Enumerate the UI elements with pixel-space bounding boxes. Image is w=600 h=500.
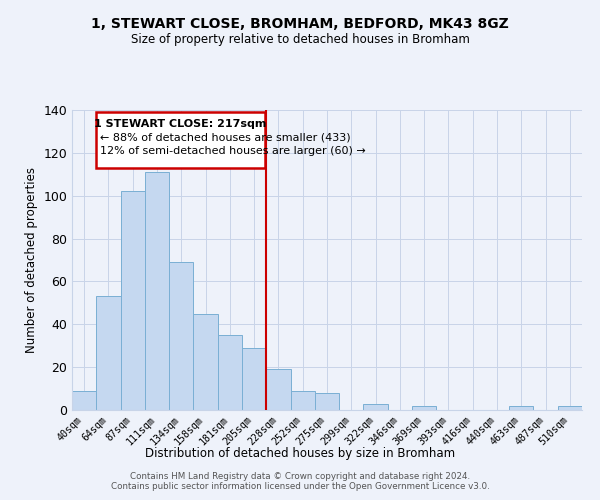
Text: 1 STEWART CLOSE: 217sqm: 1 STEWART CLOSE: 217sqm: [94, 118, 267, 128]
Bar: [121, 192, 145, 410]
Bar: [509, 406, 533, 410]
Bar: [242, 348, 266, 410]
Bar: [96, 296, 121, 410]
Text: 12% of semi-detached houses are larger (60) →: 12% of semi-detached houses are larger (…: [100, 146, 365, 156]
Bar: [218, 335, 242, 410]
Bar: [412, 406, 436, 410]
Bar: [290, 390, 315, 410]
Text: Distribution of detached houses by size in Bromham: Distribution of detached houses by size …: [145, 448, 455, 460]
Bar: [145, 172, 169, 410]
Text: 1, STEWART CLOSE, BROMHAM, BEDFORD, MK43 8GZ: 1, STEWART CLOSE, BROMHAM, BEDFORD, MK43…: [91, 18, 509, 32]
Bar: [72, 390, 96, 410]
Bar: [96, 112, 265, 168]
Text: Size of property relative to detached houses in Bromham: Size of property relative to detached ho…: [131, 32, 469, 46]
Text: Contains HM Land Registry data © Crown copyright and database right 2024.: Contains HM Land Registry data © Crown c…: [130, 472, 470, 481]
Bar: [266, 370, 290, 410]
Text: ← 88% of detached houses are smaller (433): ← 88% of detached houses are smaller (43…: [100, 132, 350, 142]
Text: Contains public sector information licensed under the Open Government Licence v3: Contains public sector information licen…: [110, 482, 490, 491]
Bar: [169, 262, 193, 410]
Bar: [364, 404, 388, 410]
Y-axis label: Number of detached properties: Number of detached properties: [25, 167, 38, 353]
Bar: [315, 393, 339, 410]
Bar: [193, 314, 218, 410]
Bar: [558, 406, 582, 410]
